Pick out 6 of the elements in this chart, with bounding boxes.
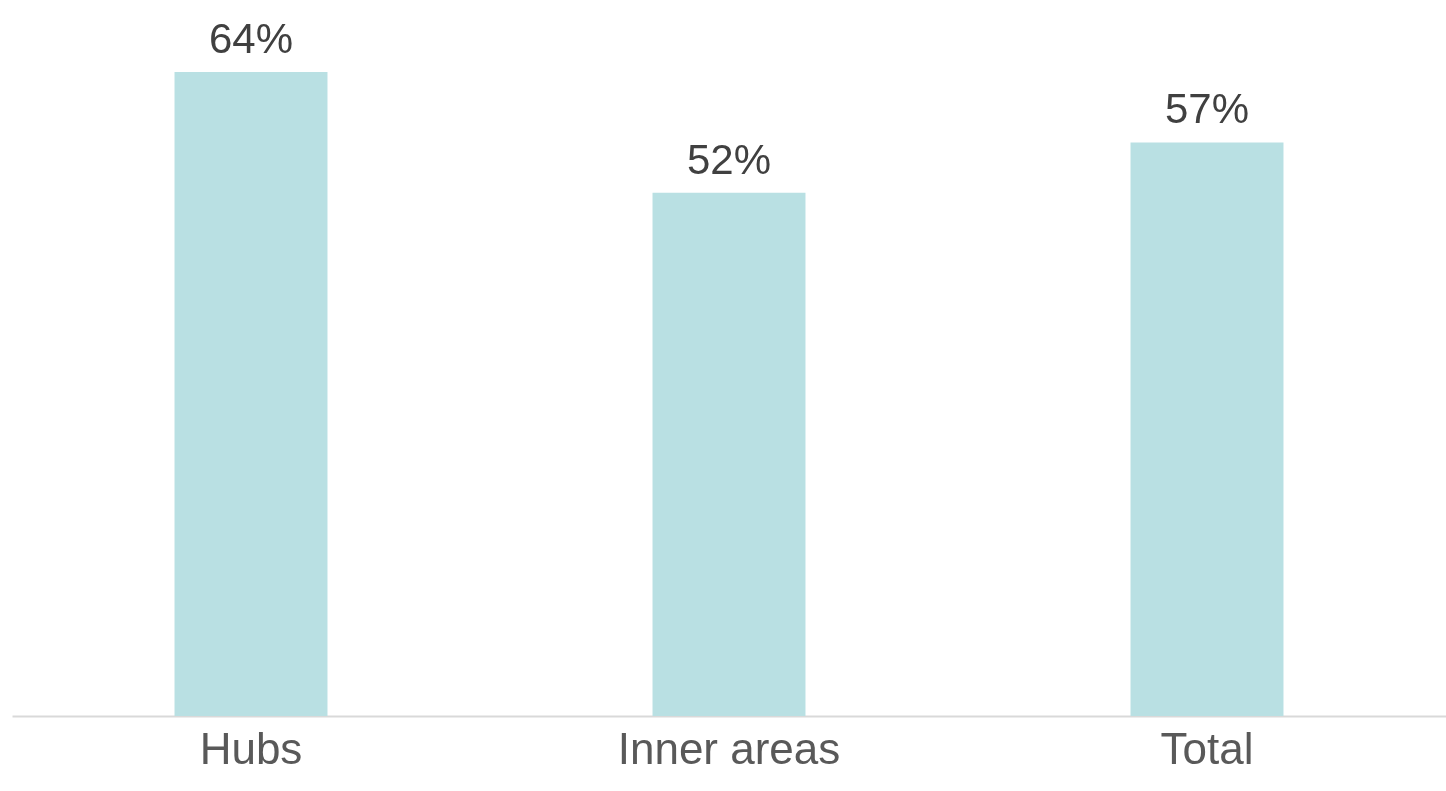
x-tick-label: Inner areas xyxy=(617,723,841,773)
x-tick-label: Total xyxy=(1160,723,1254,773)
data-label: 64% xyxy=(208,15,294,62)
data-label: 52% xyxy=(686,135,772,183)
x-tick-label: Hubs xyxy=(199,723,303,773)
data-label: 57% xyxy=(1164,85,1250,133)
